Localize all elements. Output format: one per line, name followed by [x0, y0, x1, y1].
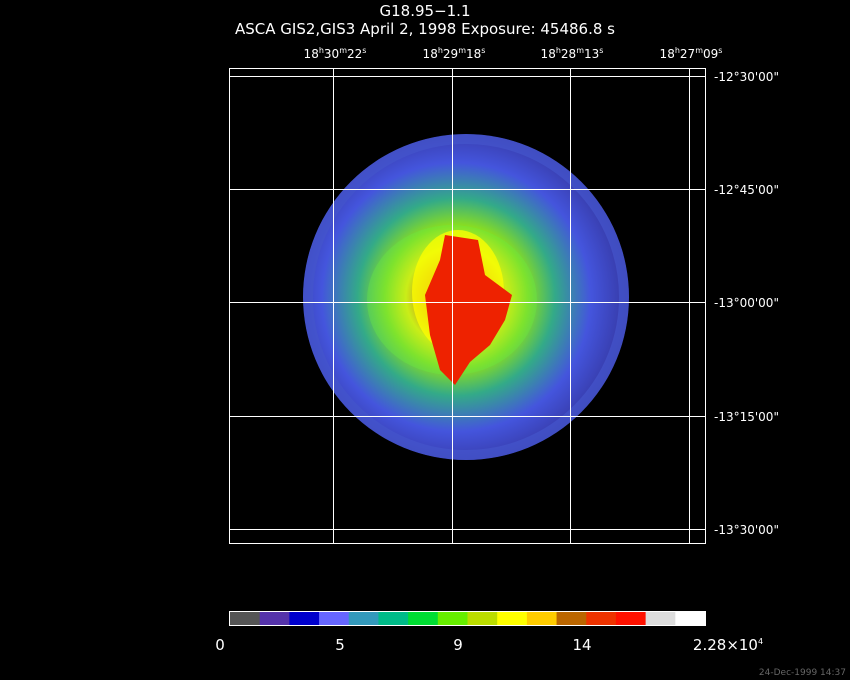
colorbar-swatch [319, 612, 350, 625]
ra-label-1: 18h30m22s [303, 46, 367, 61]
dec-label-4: -13°15'00" [714, 410, 779, 424]
colorbar-swatch [467, 612, 498, 625]
colorbar-swatch [348, 612, 379, 625]
colorbar-swatch [615, 612, 647, 625]
colorbar-label-14: 14 [572, 636, 592, 654]
colorbar-swatch [526, 612, 558, 625]
colorbar-swatch [259, 612, 290, 625]
colorbar-swatch [230, 612, 261, 625]
colorbar-label-9: 9 [453, 636, 463, 654]
colorbar-swatch [556, 612, 587, 625]
gis-field-of-view [303, 134, 629, 460]
ra-label-3: 18h28m13s [540, 46, 604, 61]
colorbar-label-0: 0 [215, 636, 225, 654]
colorbar-swatch [675, 612, 706, 625]
colorbar-swatch [289, 612, 320, 625]
colorbar-swatch [645, 612, 676, 625]
dec-label-3: -13°00'00" [714, 296, 779, 310]
colorbar-label-5: 5 [335, 636, 345, 654]
ra-label-4: 18h27m09s [659, 46, 723, 61]
colorbar-swatch [497, 612, 528, 625]
timestamp: 24-Dec-1999 14:37 [758, 668, 846, 678]
colorbar-swatch [437, 612, 468, 625]
image-title: G18.95−1.1 [379, 2, 471, 20]
colorbar-label-max: 2.28×104 [692, 636, 764, 654]
dec-label-2: -12°45'00" [714, 183, 779, 197]
coordinate-grid [229, 68, 706, 544]
dec-label-5: -13°30'00" [714, 523, 779, 537]
colorbar [230, 612, 706, 625]
image-subtitle: ASCA GIS2,GIS3 April 2, 1998 Exposure: 4… [235, 20, 615, 38]
colorbar-swatch [378, 612, 409, 625]
colorbar-swatch [586, 612, 617, 625]
colorbar-swatch [408, 612, 439, 625]
ra-label-2: 18h29m18s [422, 46, 486, 61]
dec-label-1: -12°30'00" [714, 70, 779, 84]
bright-core-region [425, 235, 512, 385]
